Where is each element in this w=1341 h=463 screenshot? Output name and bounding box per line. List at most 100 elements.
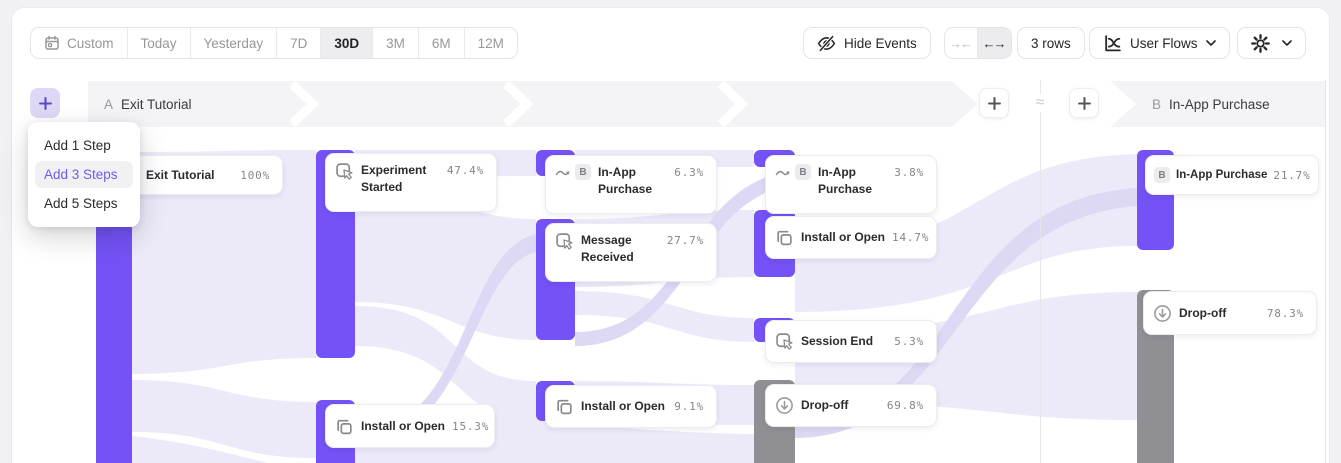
date-range-12m[interactable]: 12M	[463, 28, 517, 58]
event-click-icon	[335, 162, 354, 181]
add-step-button-b[interactable]	[1069, 88, 1099, 118]
date-range-7d[interactable]: 7D	[276, 28, 320, 58]
date-range-today[interactable]: Today	[126, 28, 190, 58]
plus-icon	[38, 96, 52, 110]
node-card-c2[interactable]: Message Received 27.7%	[545, 223, 717, 282]
install-or-open-icon	[335, 417, 354, 436]
date-range-label: 3M	[386, 35, 405, 51]
panel-a-header: A Exit Tutorial	[104, 81, 192, 127]
node-label: Install or Open	[801, 230, 886, 245]
flow-ribbon	[132, 150, 316, 374]
node-label: Drop-off	[801, 398, 849, 413]
node-card-c1[interactable]: B In-App Purchase 6.3%	[545, 155, 717, 214]
node-percentage: 27.7%	[666, 234, 704, 247]
node-percentage: 6.3%	[674, 166, 704, 179]
node-label: Message Received	[581, 233, 634, 264]
node-card-e2[interactable]: Drop-off 78.3%	[1143, 291, 1317, 335]
node-label: Experiment Started	[361, 163, 427, 194]
chevron-down-icon	[1205, 40, 1216, 46]
node-label: In-App Purchase	[1176, 168, 1268, 181]
step-header-band-b	[1110, 81, 1325, 127]
add-step-button-a-end[interactable]	[979, 88, 1009, 118]
plus-icon	[1077, 96, 1091, 110]
node-percentage: 69.8%	[886, 399, 924, 412]
menu-item-add-5-steps[interactable]: Add 5 Steps	[44, 196, 118, 211]
event-click-icon	[555, 232, 574, 251]
date-range-label: Custom	[67, 35, 114, 51]
node-card-e1[interactable]: B In-App Purchase 21.7%	[1145, 155, 1319, 195]
flow-ribbon	[355, 234, 536, 446]
calendar-icon	[45, 35, 59, 50]
node-card-d1[interactable]: B In-App Purchase 3.8%	[765, 155, 937, 214]
chart-type-label: User Flows	[1130, 35, 1198, 51]
rows-label: 3 rows	[1031, 35, 1071, 51]
date-range-selector: Custom Today Yesterday 7D 30D 3M 6M 12M	[30, 27, 518, 59]
menu-item-add-3-steps[interactable]: Add 3 Steps	[35, 161, 133, 188]
node-card-b2[interactable]: Install or Open 15.3%	[325, 404, 495, 448]
node-label: Session End	[801, 334, 874, 349]
drop-off-icon	[775, 396, 794, 415]
event-click-icon	[775, 332, 794, 351]
node-label: Install or Open	[361, 418, 446, 433]
date-range-label: Yesterday	[203, 35, 264, 51]
flow-arrow-icon	[775, 165, 791, 179]
settings-dropdown[interactable]	[1237, 27, 1306, 59]
date-range-yesterday[interactable]: Yesterday	[189, 28, 277, 58]
band-chevron-icon	[288, 81, 320, 127]
node-percentage: 9.1%	[674, 400, 704, 413]
menu-item-add-1-step[interactable]: Add 1 Step	[44, 138, 111, 153]
node-percentage: 5.3%	[894, 335, 924, 348]
eye-slash-icon	[817, 35, 836, 51]
flow-ribbon	[132, 380, 316, 458]
install-or-open-icon	[775, 228, 794, 247]
node-card-d2[interactable]: Install or Open 14.7%	[765, 216, 937, 259]
node-percentage: 78.3%	[1266, 306, 1304, 320]
flow-ribbon	[795, 188, 1137, 438]
add-step-button-a[interactable]	[30, 88, 60, 118]
plus-icon	[987, 96, 1001, 110]
flow-ribbon	[575, 291, 754, 342]
event-b-badge: B	[795, 164, 811, 180]
date-range-label: 7D	[290, 35, 308, 51]
hide-events-label: Hide Events	[844, 35, 917, 51]
event-b-badge: B	[1154, 167, 1170, 183]
spacing-toggle: →← ←→	[944, 27, 1012, 59]
flow-ribbon	[355, 306, 536, 421]
flow-ribbon	[795, 154, 1137, 312]
node-label: Install or Open	[581, 399, 666, 414]
user-flows-icon	[1105, 34, 1121, 51]
collapse-columns-button[interactable]: →←	[945, 28, 978, 58]
node-card-d4[interactable]: Drop-off 69.8%	[765, 384, 937, 427]
hide-events-button[interactable]: Hide Events	[803, 27, 931, 59]
node-percentage: 3.8%	[894, 166, 924, 179]
expand-columns-button[interactable]: ←→	[978, 28, 1011, 58]
rows-button[interactable]: 3 rows	[1017, 27, 1085, 59]
node-percentage: 100%	[240, 168, 270, 182]
panel-b-title: In-App Purchase	[1169, 96, 1270, 112]
node-percentage: 21.7%	[1273, 168, 1311, 182]
drop-off-icon	[1153, 304, 1172, 323]
date-range-custom[interactable]: Custom	[31, 28, 127, 58]
flow-arrow-icon	[555, 165, 571, 179]
panel-a-title: Exit Tutorial	[121, 96, 192, 112]
panel-b-header: B In-App Purchase	[1152, 81, 1270, 127]
band-chevron-icon	[717, 81, 749, 127]
node-label: In-App Purchase	[818, 165, 873, 196]
node-card-d3[interactable]: Session End 5.3%	[765, 320, 937, 363]
node-percentage: 15.3%	[452, 419, 490, 433]
date-range-30d[interactable]: 30D	[320, 28, 373, 58]
band-chevron-icon	[502, 81, 534, 127]
date-range-label: 12M	[477, 35, 504, 51]
date-range-3m[interactable]: 3M	[372, 28, 418, 58]
date-range-6m[interactable]: 6M	[417, 28, 464, 58]
panel-right-edge	[1325, 80, 1326, 463]
date-range-label: Today	[140, 35, 177, 51]
add-steps-menu: Add 1 Step Add 3 Steps Add 5 Steps	[28, 122, 140, 227]
gear-icon	[1251, 33, 1270, 53]
node-card-c3[interactable]: Install or Open 9.1%	[545, 385, 717, 428]
node-card-b1[interactable]: Experiment Started 47.4%	[325, 153, 497, 212]
chevron-down-icon	[1282, 40, 1292, 46]
node-percentage: 47.4%	[446, 164, 484, 177]
node-percentage: 14.7%	[892, 231, 930, 244]
chart-type-dropdown[interactable]: User Flows	[1089, 27, 1230, 59]
